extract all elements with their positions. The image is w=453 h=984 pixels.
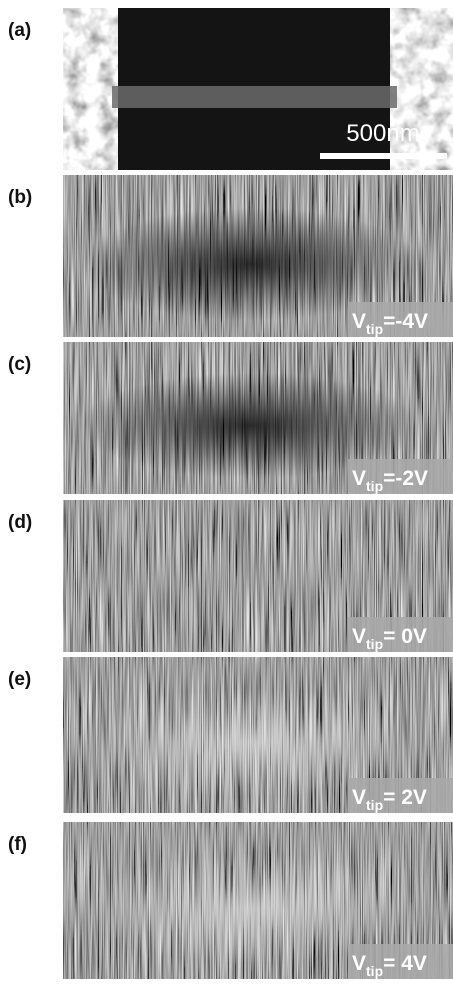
panel-image: Vtip=-2V bbox=[63, 342, 453, 494]
annotation: Vtip= 2V bbox=[352, 786, 427, 813]
value: = 4V bbox=[383, 952, 427, 975]
panel-image: 500nm bbox=[63, 8, 453, 170]
value: = 0V bbox=[383, 625, 427, 648]
panel-image: Vtip= 4V bbox=[63, 822, 453, 979]
annotation: Vtip= 4V bbox=[352, 952, 427, 979]
figure: (a)500nm(b)Vtip=-4V(c)Vtip=-2V(d)Vtip= 0… bbox=[0, 0, 453, 979]
symbol: V bbox=[352, 786, 366, 809]
page: {"panels": [ {"label": "(a)", "scale_bar… bbox=[0, 0, 453, 979]
panel-image: Vtip=-4V bbox=[63, 175, 453, 337]
symbol: V bbox=[352, 467, 366, 490]
subscript: tip bbox=[366, 478, 383, 494]
panel-label: (b) bbox=[8, 187, 32, 208]
value: = 2V bbox=[383, 786, 427, 809]
symbol: V bbox=[352, 952, 366, 975]
value: =-4V bbox=[383, 310, 428, 333]
subscript: tip bbox=[366, 797, 383, 813]
panel-label: (c) bbox=[8, 354, 31, 375]
wire bbox=[112, 86, 397, 108]
scale-bar-label: 500nm bbox=[346, 120, 419, 147]
annotation: Vtip= 0V bbox=[352, 625, 427, 652]
symbol: V bbox=[352, 310, 366, 333]
value: =-2V bbox=[383, 467, 428, 490]
panel-label: (a) bbox=[8, 20, 31, 41]
annotation: Vtip=-2V bbox=[352, 467, 428, 494]
subscript: tip bbox=[366, 963, 383, 979]
panel-label: (d) bbox=[8, 512, 32, 533]
panel-label: (f) bbox=[8, 834, 27, 855]
subscript: tip bbox=[366, 636, 383, 652]
symbol: V bbox=[352, 625, 366, 648]
panel-image: Vtip= 0V bbox=[63, 500, 453, 652]
subscript: tip bbox=[366, 321, 383, 337]
panel-label: (e) bbox=[8, 669, 31, 690]
annotation: Vtip=-4V bbox=[352, 310, 428, 337]
panel-image: Vtip= 2V bbox=[63, 657, 453, 813]
